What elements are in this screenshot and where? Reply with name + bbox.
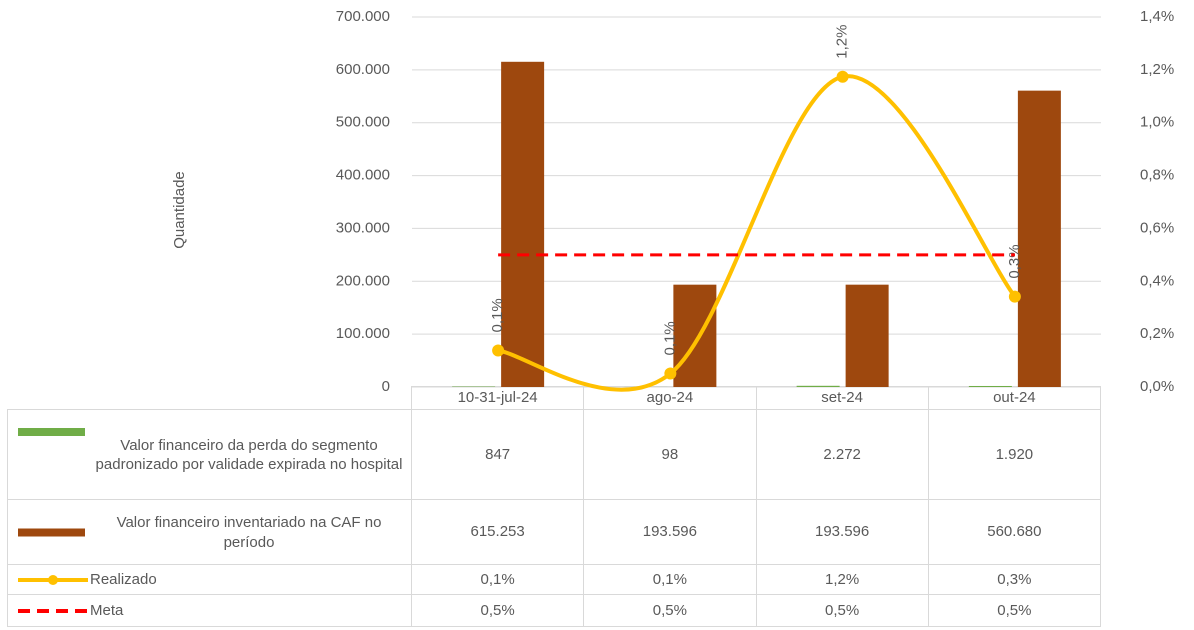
data-label: 0,3% bbox=[1006, 244, 1023, 278]
legend-label: Meta bbox=[90, 602, 124, 620]
bar bbox=[845, 284, 889, 387]
y-axis-label: Quantidade bbox=[171, 171, 188, 249]
y-tick-label: 700.000 bbox=[336, 8, 390, 25]
y2-tick-label: 0,8% bbox=[1140, 167, 1174, 184]
y-tick-label: 100.000 bbox=[336, 325, 390, 342]
y2-tick-label: 1,4% bbox=[1140, 8, 1174, 25]
legend-key bbox=[18, 428, 85, 436]
y-tick-label: 500.000 bbox=[336, 114, 390, 131]
line-marker bbox=[836, 70, 849, 83]
y-tick-label: 0 bbox=[382, 378, 390, 395]
data-label: 1,2% bbox=[834, 25, 851, 59]
y-tick-label: 600.000 bbox=[336, 61, 390, 78]
bar bbox=[1017, 90, 1061, 388]
legend-key bbox=[18, 528, 85, 537]
y2-tick-label: 1,2% bbox=[1140, 61, 1174, 78]
y-tick-label: 300.000 bbox=[336, 219, 390, 236]
legend-label: Valor financeiro da perda do segmento pa… bbox=[95, 436, 403, 474]
line-marker bbox=[492, 344, 505, 357]
y-tick-label: 400.000 bbox=[336, 167, 390, 184]
bar bbox=[796, 385, 840, 387]
legend-key-marker bbox=[48, 575, 58, 585]
y2-tick-label: 0,2% bbox=[1140, 325, 1174, 342]
bar bbox=[501, 61, 545, 388]
bar bbox=[673, 284, 717, 387]
y-tick-label: 200.000 bbox=[336, 272, 390, 289]
data-label: 0,1% bbox=[489, 298, 506, 332]
y2-tick-label: 1,0% bbox=[1140, 114, 1174, 131]
legend-label: Realizado bbox=[90, 571, 157, 589]
y2-tick-label: 0,6% bbox=[1140, 219, 1174, 236]
legend-label: Valor financeiro inventariado na CAF no … bbox=[116, 514, 382, 551]
line bbox=[497, 74, 1017, 392]
line-marker bbox=[1008, 290, 1021, 303]
table-value: 0,5% bbox=[927, 594, 1101, 627]
data-label: 0,1% bbox=[661, 321, 678, 355]
y2-tick-label: 0,4% bbox=[1140, 272, 1174, 289]
line-marker bbox=[664, 367, 677, 380]
bar bbox=[968, 385, 1012, 387]
y2-tick-label: 0,0% bbox=[1140, 378, 1174, 395]
